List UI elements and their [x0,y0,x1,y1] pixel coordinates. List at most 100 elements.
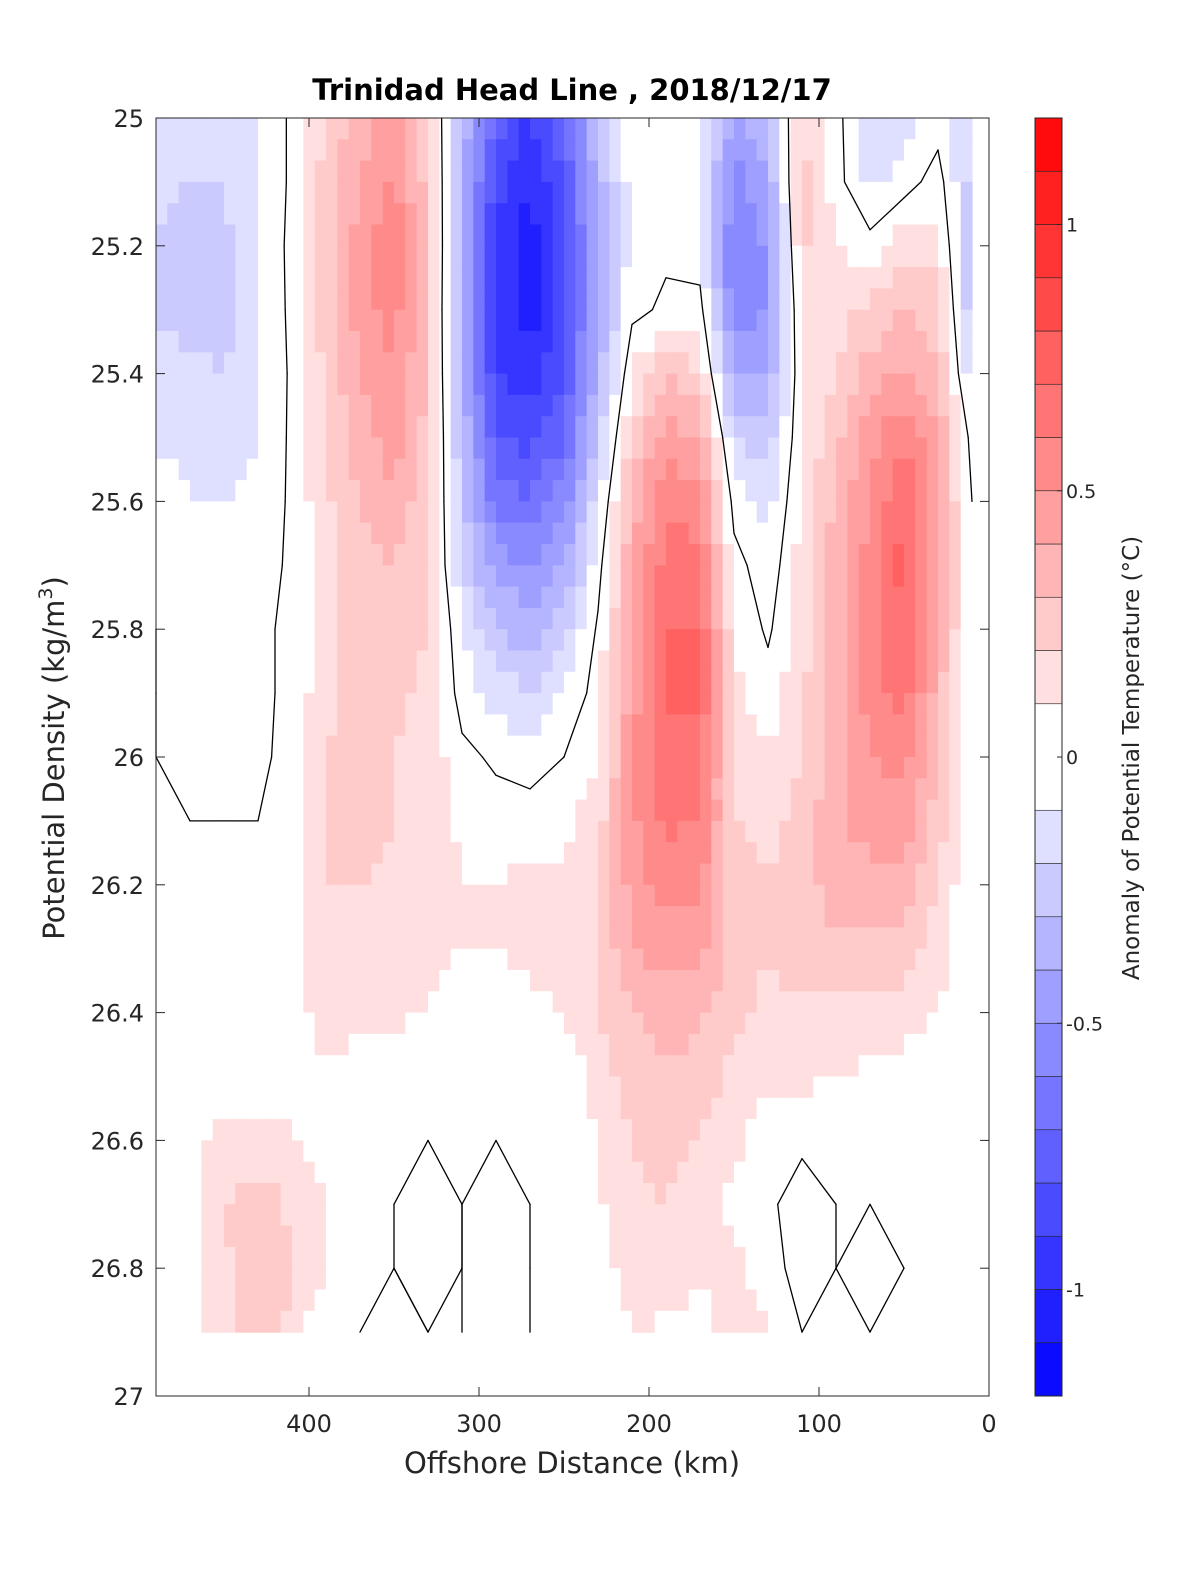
contour-fill-cell [790,373,803,396]
contour-fill-cell [677,352,690,375]
contour-fill-cell [904,671,916,694]
contour-fill-cell [779,437,792,460]
contour-fill-cell [201,693,214,715]
contour-fill-cell [530,1161,542,1184]
contour-fill-cell [847,948,860,971]
contour-fill-cell [915,1119,928,1141]
contour-fill-cell [677,863,690,886]
contour-fill-cell [632,1119,644,1141]
contour-fill-cell [666,1076,678,1099]
contour-fill-cell [292,1055,304,1078]
contour-fill-cell [938,1289,950,1312]
contour-fill-cell [439,224,452,247]
contour-fill-cell [167,331,180,353]
contour-fill-cell [473,1268,486,1291]
contour-fill-cell [904,842,916,865]
contour-fill-cell [734,309,746,332]
contour-fill-cell [802,693,814,715]
contour-fill-cell [915,1012,928,1035]
contour-fill-cell [586,1119,599,1141]
contour-fill-cell [847,331,860,353]
contour-fill-cell [201,629,214,652]
contour-fill-cell [405,309,418,332]
contour-fill-cell [643,735,656,758]
contour-fill-cell [654,757,667,779]
contour-fill-cell [507,139,520,162]
contour-fill-cell [711,1225,724,1248]
contour-fill-cell [292,693,304,715]
contour-fill-cell [575,991,588,1014]
contour-fill-cell [280,1055,293,1078]
contour-fill-cell [314,629,327,652]
contour-fill-cell [904,991,916,1014]
contour-fill-cell [768,735,780,758]
contour-fill-cell [734,991,746,1014]
contour-fill-cell [904,309,916,332]
contour-fill-cell [303,203,316,226]
contour-fill-cell [836,629,848,652]
contour-fill-cell [348,118,361,140]
contour-fill-cell [779,757,792,779]
contour-fill-cell [586,1246,599,1269]
contour-fill-cell [416,373,429,396]
contour-fill-cell [779,565,792,588]
contour-fill-cell [688,586,701,609]
contour-fill-cell [530,757,542,779]
contour-fill-cell [756,1246,769,1269]
contour-fill-cell [960,267,973,289]
contour-fill-cell [450,1055,463,1078]
contour-fill-cell [700,1033,712,1056]
contour-fill-cell [915,1055,928,1078]
contour-fill-cell [224,352,236,375]
contour-fill-cell [824,607,837,630]
contour-fill-cell [280,607,293,630]
contour-fill-cell [643,884,656,907]
contour-fill-cell [847,203,860,226]
contour-fill-cell [496,863,508,886]
contour-fill-cell [416,544,429,566]
contour-fill-cell [722,437,735,460]
contour-fill-cell [394,757,406,779]
contour-fill-cell [156,458,168,481]
contour-fill-cell [405,181,418,204]
contour-fill-cell [382,480,395,502]
contour-fill-cell [926,288,939,311]
contour-fill-cell [847,394,860,417]
contour-fill-cell [666,394,678,417]
contour-fill-cell [212,139,225,162]
contour-fill-cell [235,1055,248,1078]
contour-fill-cell [439,991,452,1014]
contour-fill-cell [586,458,599,481]
zero-contour-segment [957,372,969,439]
contour-fill-cell [303,245,316,268]
contour-fill-cell [892,650,905,673]
contour-fill-cell [654,1097,667,1120]
contour-fill-cell [552,309,565,332]
contour-fill-cell [643,245,656,268]
contour-fill-cell [190,160,202,183]
contour-fill-cell [677,1268,690,1291]
contour-fill-cell [360,884,372,907]
zero-contour-segment [283,245,286,311]
contour-fill-cell [371,948,384,971]
contour-fill-cell [745,1140,758,1163]
contour-fill-cell [858,139,871,162]
contour-fill-cell [167,373,180,396]
contour-fill-cell [620,309,633,332]
contour-fill-cell [881,693,894,715]
contour-fill-cell [280,1033,293,1056]
contour-fill-cell [722,1012,735,1035]
contour-fill-cell [892,1119,905,1141]
contour-fill-cell [881,991,894,1014]
contour-fill-cell [904,884,916,907]
contour-fill-cell [620,1055,633,1078]
contour-fill-cell [960,1076,973,1099]
contour-fill-cell [280,224,293,247]
contour-fill-cell [212,203,225,226]
contour-fill-cell [224,1140,236,1163]
contour-fill-cell [586,671,599,694]
contour-fill-cell [382,1204,395,1227]
contour-fill-cell [677,309,690,332]
contour-fill-cell [632,820,644,843]
contour-fill-cell [802,501,814,524]
